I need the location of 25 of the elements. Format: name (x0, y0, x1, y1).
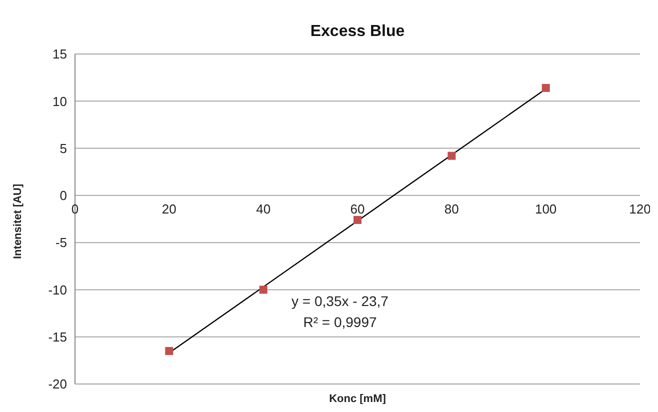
x-tick-label: 80 (444, 201, 459, 216)
x-tick-label: 60 (350, 201, 365, 216)
annotation: y = 0,35x - 23,7 (292, 293, 389, 309)
y-tick-label: -5 (55, 235, 67, 250)
y-tick-label: 10 (52, 94, 67, 109)
y-tick-label: -15 (48, 329, 67, 344)
x-tick-label: 20 (162, 201, 176, 216)
y-axis-title: Intensitet [AU] (12, 184, 24, 259)
point (448, 152, 456, 160)
y-tick-label: -20 (48, 376, 67, 392)
y-tick-label: 5 (60, 140, 67, 156)
annotation: R² = 0,9997 (303, 314, 377, 330)
point (165, 347, 174, 355)
point (259, 286, 268, 294)
x-tick-label: 100 (534, 201, 557, 216)
chart-title: Excess Blue (310, 23, 405, 40)
x-tick-label: 0 (71, 201, 79, 216)
point (354, 216, 362, 224)
x-tick-label: 120 (629, 201, 651, 216)
point (542, 84, 550, 92)
y-tick-label: 0 (60, 188, 67, 204)
x-tick-label: 40 (256, 201, 271, 216)
y-tick-label: -10 (48, 282, 67, 298)
x-axis-title: Konc [mM] (329, 393, 386, 405)
y-tick-label: 15 (52, 46, 67, 62)
